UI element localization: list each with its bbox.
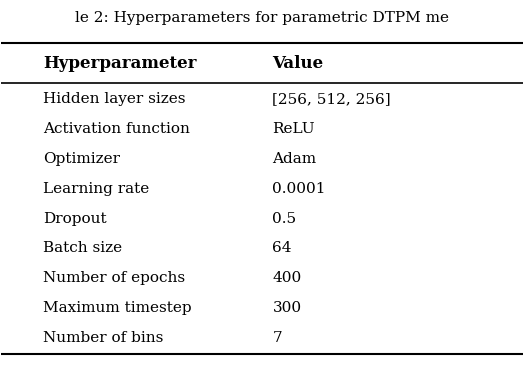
Text: 0.0001: 0.0001 — [272, 182, 326, 196]
Text: [256, 512, 256]: [256, 512, 256] — [272, 93, 391, 107]
Text: Batch size: Batch size — [43, 242, 122, 255]
Text: Adam: Adam — [272, 152, 316, 166]
Text: 300: 300 — [272, 301, 301, 315]
Text: 7: 7 — [272, 331, 282, 345]
Text: ReLU: ReLU — [272, 122, 315, 136]
Text: Maximum timestep: Maximum timestep — [43, 301, 192, 315]
Text: Hidden layer sizes: Hidden layer sizes — [43, 93, 185, 107]
Text: Number of epochs: Number of epochs — [43, 271, 185, 285]
Text: Hyperparameter: Hyperparameter — [43, 55, 196, 72]
Text: Dropout: Dropout — [43, 212, 107, 225]
Text: 64: 64 — [272, 242, 292, 255]
Text: Value: Value — [272, 55, 323, 72]
Text: Learning rate: Learning rate — [43, 182, 149, 196]
Text: Activation function: Activation function — [43, 122, 190, 136]
Text: Number of bins: Number of bins — [43, 331, 163, 345]
Text: 0.5: 0.5 — [272, 212, 297, 225]
Text: Optimizer: Optimizer — [43, 152, 120, 166]
Text: 400: 400 — [272, 271, 302, 285]
Text: le 2: Hyperparameters for parametric DTPM me: le 2: Hyperparameters for parametric DTP… — [75, 11, 449, 25]
